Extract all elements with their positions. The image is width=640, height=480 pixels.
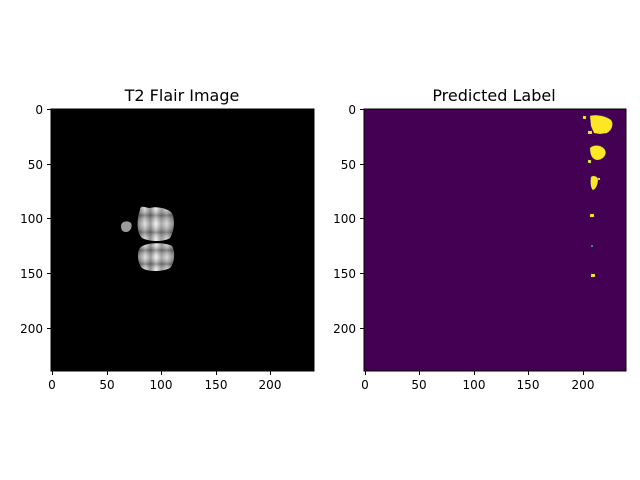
x-tick-label: 50 <box>411 378 426 392</box>
x-tick-label: 0 <box>48 378 56 392</box>
x-tick-label: 50 <box>99 378 114 392</box>
brain-small-blob <box>121 221 132 232</box>
panel-predicted-label: Predicted Label 0 50 100 150 <box>333 86 627 392</box>
label-region <box>591 245 593 247</box>
x-axis: 0 50 100 150 200 <box>48 371 281 392</box>
y-tick-label: 100 <box>333 212 356 226</box>
x-tick-label: 100 <box>463 378 486 392</box>
label-region <box>589 145 606 161</box>
y-tick-label: 100 <box>20 212 43 226</box>
y-tick-label: 0 <box>35 103 43 117</box>
y-tick-label: 50 <box>341 158 356 172</box>
image-area <box>51 109 314 371</box>
label-region <box>587 159 592 164</box>
x-tick-label: 150 <box>517 378 540 392</box>
label-region <box>589 213 595 218</box>
label-region <box>582 115 587 120</box>
x-tick-label: 200 <box>259 378 282 392</box>
y-tick-label: 0 <box>348 103 356 117</box>
x-tick-label: 150 <box>205 378 228 392</box>
y-tick-label: 50 <box>28 158 43 172</box>
label-region <box>587 130 593 135</box>
y-tick-label: 150 <box>20 267 43 281</box>
brain-scan <box>121 206 175 271</box>
axes-frame <box>363 108 627 372</box>
image-area <box>364 109 626 371</box>
y-axis: 0 50 100 150 200 <box>20 103 51 336</box>
label-region <box>597 177 601 181</box>
axes-frame <box>50 108 315 372</box>
x-tick-label: 200 <box>572 378 595 392</box>
brain-lower-stripes <box>137 243 175 271</box>
panel-t2-flair: T2 Flair Image 0 50 100 150 200 <box>20 86 315 392</box>
x-tick-label: 100 <box>150 378 173 392</box>
x-tick-label: 0 <box>361 378 369 392</box>
label-region <box>590 175 599 191</box>
label-region <box>590 273 596 278</box>
y-tick-label: 150 <box>333 267 356 281</box>
y-tick-label: 200 <box>333 322 356 336</box>
label-regions <box>582 114 613 278</box>
panel-title: T2 Flair Image <box>124 86 240 105</box>
panel-title: Predicted Label <box>432 86 555 105</box>
label-region <box>589 114 613 135</box>
x-axis: 0 50 100 150 200 <box>361 371 594 392</box>
y-tick-label: 200 <box>20 322 43 336</box>
y-axis: 0 50 100 150 200 <box>333 103 364 336</box>
brain-upper-stripes <box>137 206 174 241</box>
